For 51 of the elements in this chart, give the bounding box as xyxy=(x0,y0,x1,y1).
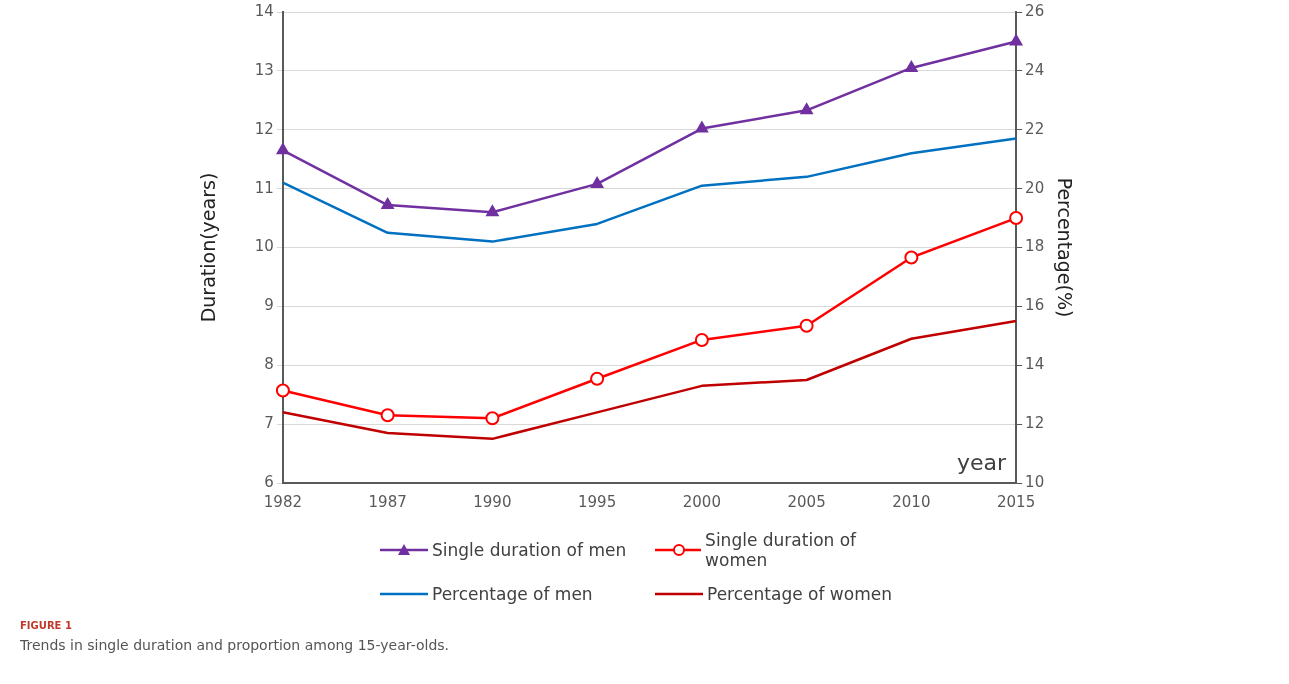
y-tick-label: 13 xyxy=(254,60,274,79)
x-tick-label: 2015 xyxy=(997,492,1036,511)
y-tick-label: 11 xyxy=(254,178,274,197)
legend-label: Percentage of men xyxy=(432,584,593,604)
y2-tick-label: 26 xyxy=(1025,1,1045,20)
point xyxy=(694,332,709,347)
point xyxy=(904,250,919,265)
y-tick-label: 14 xyxy=(254,1,274,20)
point xyxy=(800,103,813,115)
point xyxy=(1009,34,1023,46)
y-tick-label: 9 xyxy=(264,296,274,315)
legend-label: Single duration of men xyxy=(432,540,627,560)
y-tick-label: 12 xyxy=(254,119,274,138)
point xyxy=(590,371,605,386)
x-tick-label: 2005 xyxy=(787,492,826,511)
point xyxy=(905,60,918,72)
point xyxy=(276,143,290,155)
point xyxy=(381,198,394,210)
y2-tick-label: 18 xyxy=(1025,237,1045,256)
point xyxy=(485,411,500,426)
y2-tick-label: 10 xyxy=(1025,472,1045,491)
point xyxy=(1009,211,1024,226)
caption: FIGURE 1 xyxy=(20,620,73,631)
y2-tick-label: 24 xyxy=(1025,60,1045,79)
legend-label: Single duration of women xyxy=(705,530,858,570)
point xyxy=(380,408,395,423)
x-tick-label: 1995 xyxy=(578,492,617,511)
x-axis-title: year xyxy=(957,449,1008,475)
point xyxy=(486,205,499,217)
y2-tick-label: 14 xyxy=(1025,355,1045,374)
x-tick-label: 2010 xyxy=(892,492,931,511)
y-tick-label: 7 xyxy=(264,414,274,433)
y2-axis-title: Percentage(%) xyxy=(1053,177,1076,318)
y-tick-label: 10 xyxy=(254,237,274,256)
point xyxy=(590,176,604,188)
legend-label: Percentage of women xyxy=(707,584,892,604)
x-tick-label: 2000 xyxy=(682,492,721,511)
y2-tick-label: 20 xyxy=(1025,178,1045,197)
x-tick-label: 1987 xyxy=(368,492,407,511)
point xyxy=(695,121,709,133)
y-axis-title: Duration(years) xyxy=(197,172,220,323)
y2-tick-label: 12 xyxy=(1025,414,1045,433)
y2-tick-label: 22 xyxy=(1025,119,1045,138)
y-tick-label: 6 xyxy=(264,472,274,491)
y2-tick-label: 16 xyxy=(1025,296,1045,315)
x-tick-label: 1982 xyxy=(263,492,302,511)
y-tick-label: 8 xyxy=(264,355,274,374)
point xyxy=(799,318,814,333)
text: Trends in single duration and proportion among 15-year-olds. xyxy=(20,637,450,653)
point xyxy=(275,383,290,398)
x-tick-label: 1990 xyxy=(473,492,512,511)
